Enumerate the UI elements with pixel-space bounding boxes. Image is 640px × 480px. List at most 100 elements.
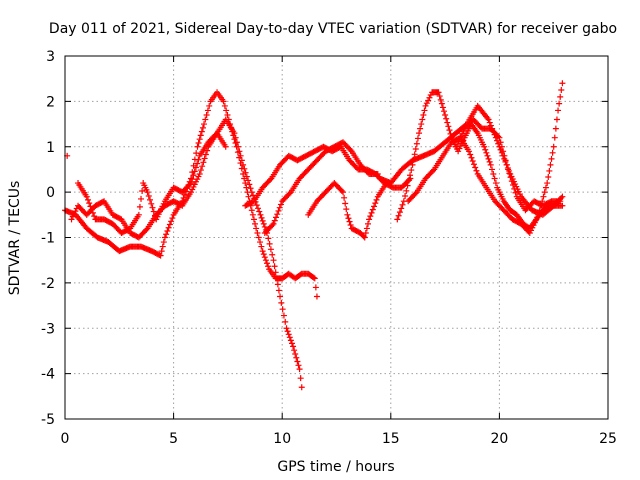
data-point: [164, 228, 171, 235]
data-point: [408, 167, 415, 174]
data-point: [255, 234, 262, 241]
data-point: [472, 164, 479, 171]
data-point: [259, 248, 266, 255]
data-point: [254, 205, 261, 212]
data-point: [422, 102, 429, 109]
data-point: [405, 177, 412, 184]
data-point: [496, 134, 503, 141]
data-point: [147, 196, 154, 203]
data-point: [157, 252, 164, 259]
data-point: [558, 87, 565, 94]
data-point: [84, 196, 91, 203]
data-point: [557, 198, 564, 205]
data-point: [86, 200, 93, 207]
data-point: [473, 167, 480, 174]
data-point: [487, 161, 494, 168]
data-point: [418, 121, 425, 128]
data-point: [364, 220, 371, 227]
x-tick-label: 5: [169, 431, 178, 447]
data-point: [280, 312, 287, 319]
y-tick-label: 3: [46, 49, 55, 65]
data-point: [253, 202, 260, 209]
data-point: [136, 203, 143, 210]
data-point: [395, 212, 402, 219]
data-point: [139, 187, 146, 194]
data-point: [485, 116, 492, 123]
data-point: [263, 260, 270, 267]
data-point: [286, 334, 293, 341]
data-point: [293, 354, 300, 361]
data-point: [231, 130, 238, 137]
data-point: [535, 211, 542, 218]
data-point: [489, 166, 496, 173]
data-point: [465, 148, 472, 155]
data-point: [544, 180, 551, 187]
data-point: [490, 170, 497, 177]
data-point: [552, 125, 559, 132]
data-point: [149, 204, 156, 211]
data-point: [266, 240, 273, 247]
data-point: [446, 127, 453, 134]
data-point: [257, 239, 264, 246]
data-point: [261, 254, 268, 261]
data-point: [553, 116, 560, 123]
data-point: [491, 175, 498, 182]
data-point: [202, 151, 209, 158]
data-point: [311, 275, 318, 282]
data-point: [190, 172, 197, 179]
data-point: [426, 94, 433, 101]
data-point: [551, 134, 558, 141]
data-point: [273, 275, 280, 282]
data-point: [245, 177, 252, 184]
data-point: [243, 184, 250, 191]
data-point: [250, 216, 257, 223]
data-point: [506, 170, 513, 177]
data-point: [259, 217, 266, 224]
data-point: [347, 222, 354, 229]
data-point: [558, 194, 565, 201]
data-point: [398, 205, 405, 212]
data-point: [220, 98, 227, 105]
data-point: [282, 318, 289, 325]
data-point: [267, 176, 274, 183]
data-point: [493, 137, 500, 144]
data-point: [435, 89, 442, 96]
data-point: [285, 331, 292, 338]
data-point: [194, 160, 201, 167]
data-point: [416, 130, 423, 137]
data-point: [287, 337, 294, 344]
data-point: [436, 93, 443, 100]
data-point: [372, 200, 379, 207]
data-point: [469, 158, 476, 165]
data-point: [245, 193, 252, 200]
data-point: [252, 220, 259, 227]
data-point: [439, 104, 446, 111]
y-tick-label: -4: [41, 367, 55, 383]
data-point: [198, 128, 205, 135]
data-point: [68, 216, 75, 223]
data-point: [470, 161, 477, 168]
data-point: [407, 172, 414, 179]
data-point: [224, 111, 231, 118]
data-point: [360, 233, 367, 240]
data-point: [456, 145, 463, 152]
data-point: [343, 206, 350, 213]
data-point: [292, 350, 299, 357]
data-point: [277, 201, 284, 208]
data-point: [262, 257, 269, 264]
data-point: [541, 189, 548, 196]
y-tick-label: -5: [41, 412, 55, 428]
data-point: [265, 235, 272, 242]
data-point: [270, 220, 277, 227]
data-point: [168, 218, 175, 225]
data-point: [161, 234, 168, 241]
data-point: [160, 239, 167, 246]
data-point: [495, 133, 502, 140]
series-sat-track-9: [405, 80, 566, 236]
data-point: [338, 187, 345, 194]
data-point: [200, 159, 207, 166]
data-point: [486, 158, 493, 165]
data-point: [148, 200, 155, 207]
data-point: [187, 180, 194, 187]
